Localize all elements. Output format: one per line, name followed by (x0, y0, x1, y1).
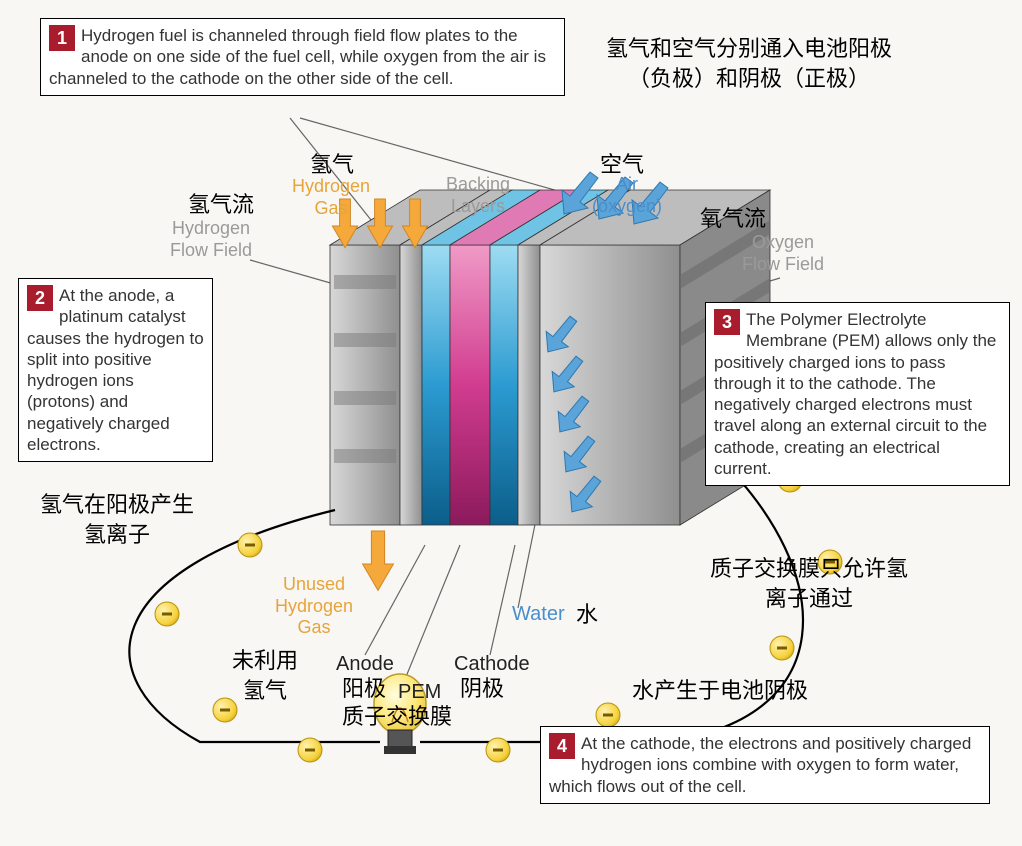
cn-unused-h2: 未利用 氢气 (232, 646, 298, 705)
cn-air: 空气 (600, 150, 644, 180)
label-air: Air (oxygen) (592, 174, 662, 217)
callout-4-text: At the cathode, the electrons and positi… (549, 734, 971, 796)
callout-4-num: 4 (549, 733, 575, 759)
callout-2-text: At the anode, a platinum catalyst causes… (27, 286, 204, 454)
callout-4: 4 At the cathode, the electrons and posi… (540, 726, 990, 804)
label-unused-h2: Unused Hydrogen Gas (275, 574, 353, 639)
cn-o2-flow: 氧气流 (700, 204, 766, 234)
callout-3: 3 The Polymer Electrolyte Membrane (PEM)… (705, 302, 1010, 486)
label-cathode: Cathode (454, 652, 530, 676)
callout-3-num: 3 (714, 309, 740, 335)
callout-1-text: Hydrogen fuel is channeled through field… (49, 26, 546, 88)
cn-water: 水 (576, 600, 598, 630)
callout-3-text: The Polymer Electrolyte Membrane (PEM) a… (714, 310, 996, 478)
callout-2: 2 At the anode, a platinum catalyst caus… (18, 278, 213, 462)
cn-right-mid: 质子交换膜只允许氢 离子通过 (710, 554, 908, 613)
label-anode: Anode (336, 652, 394, 676)
label-h2-gas: Hydrogen Gas (292, 176, 370, 219)
label-pem: PEM (398, 680, 441, 704)
label-water: Water (512, 602, 565, 626)
fuelcell-3d (330, 190, 770, 525)
label-h2-flow-field: Hydrogen Flow Field (170, 218, 252, 261)
cn-right-bottom: 水产生于电池阴极 (632, 676, 808, 706)
callout-1: 1 Hydrogen fuel is channeled through fie… (40, 18, 565, 96)
cn-pem: 质子交换膜 (342, 702, 452, 732)
label-backing: Backing Layers (446, 174, 510, 217)
cn-top-right: 氢气和空气分别通入电池阳极 （负极）和阴极（正极） (606, 34, 892, 93)
cn-anode: 阳极 (342, 674, 386, 704)
callout-2-num: 2 (27, 285, 53, 311)
cn-left-mid: 氢气在阳极产生 氢离子 (40, 490, 194, 549)
callout-1-num: 1 (49, 25, 75, 51)
cn-h2-gas: 氢气 (310, 150, 354, 180)
label-o2-flow-field: Oxygen Flow Field (742, 232, 824, 275)
cn-cathode: 阴极 (460, 674, 504, 704)
cn-h2-flow: 氢气流 (188, 190, 254, 220)
